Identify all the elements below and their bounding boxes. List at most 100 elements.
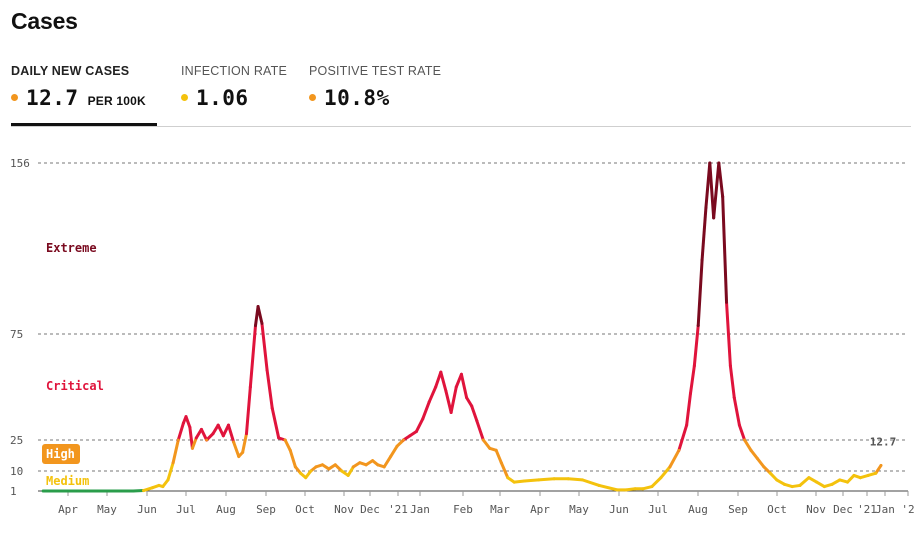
data-point [743,438,746,442]
data-point [85,489,89,493]
line-segment [580,478,601,487]
x-tick-label: Aug [688,503,708,516]
data-point [248,385,252,389]
data-point [41,489,45,493]
x-tick-label: Jun [609,503,629,516]
x-tick-label: Nov [806,503,826,516]
line-segment [512,479,526,484]
data-point [364,463,368,467]
data-point [728,364,732,368]
x-tick-label: Oct [295,503,315,516]
data-point [454,385,458,389]
line-segment [659,465,672,480]
data-point [270,406,274,410]
y-tick-label: 156 [10,157,30,170]
line-segment [439,370,448,393]
data-point [807,476,811,480]
line-segment [725,300,732,368]
data-point [439,370,443,374]
line-segment [190,436,198,450]
line-segment [762,465,772,475]
x-tick-label: Jun [137,503,157,516]
data-point [376,463,380,467]
line-segment [494,448,503,465]
tab-value: 10.8% [324,86,390,110]
zone-label-high: High [46,447,75,461]
data-point [184,415,188,419]
data-point [346,474,350,477]
x-tick-label: Dec [833,503,853,516]
line-segment [732,396,741,427]
line-segment [288,448,297,469]
tab-daily-new-cases[interactable]: DAILY NEW CASES 12.7 PER 100K [11,64,157,126]
data-point [121,489,125,493]
x-tick-label: '21 [388,503,408,516]
data-point [633,487,637,491]
data-point [775,478,779,482]
data-point [465,396,468,399]
data-point [351,465,355,469]
data-point [460,372,463,376]
data-point [293,465,297,469]
tab-value: 1.06 [196,86,249,110]
x-tick-label: Apr [58,503,78,516]
data-point [49,489,53,493]
data-point [858,476,862,480]
tab-infection-rate[interactable]: INFECTION RATE 1.06 [181,64,291,126]
data-point [371,459,375,463]
data-point [191,446,194,450]
data-point [768,471,772,475]
data-point [499,461,503,465]
x-tick-label: Dec [360,503,380,516]
line-segment [728,364,736,400]
data-point [245,432,248,436]
data-point [58,489,62,493]
data-point [846,480,849,484]
line-segment [232,440,241,459]
x-tick-label: Jan [410,503,430,516]
data-point [481,438,485,442]
y-tick-label: 75 [10,328,23,341]
line-segment [874,463,883,475]
line-segment [537,477,556,482]
data-point [470,404,474,408]
tab-label: INFECTION RATE [181,64,288,78]
data-point [97,489,100,493]
data-point [176,438,180,442]
data-point [512,480,516,484]
x-tick-label: Sep [256,503,276,516]
line-segment [481,438,492,450]
data-point [340,469,344,473]
x-tick-label: Nov [334,503,354,516]
data-point [700,258,704,262]
data-point [537,478,541,482]
line-segment [743,438,753,452]
data-point [227,423,230,427]
data-point [449,411,453,414]
data-point [874,471,878,475]
data-point [790,485,794,488]
data-point [414,430,418,433]
data-point [260,322,264,325]
data-point [333,463,337,467]
data-point [358,461,362,465]
line-segment [427,385,438,404]
data-point [309,469,313,473]
line-segment [449,385,458,414]
line-segment [717,161,725,199]
data-point [277,436,281,440]
x-tick-label: May [569,503,589,516]
line-segment [737,423,747,442]
data-point [597,484,601,487]
line-segment [499,461,510,480]
line-segment [721,195,729,304]
x-tick-label: Sep [728,503,748,516]
tab-positive-test-rate[interactable]: POSITIVE TEST RATE 10.8% [309,64,449,126]
data-point [408,434,412,438]
tab-label: POSITIVE TEST RATE [309,64,442,78]
line-segment [184,415,192,429]
line-segment [459,372,469,400]
data-point [523,479,526,483]
line-segment [700,205,708,262]
line-segment [142,486,155,493]
